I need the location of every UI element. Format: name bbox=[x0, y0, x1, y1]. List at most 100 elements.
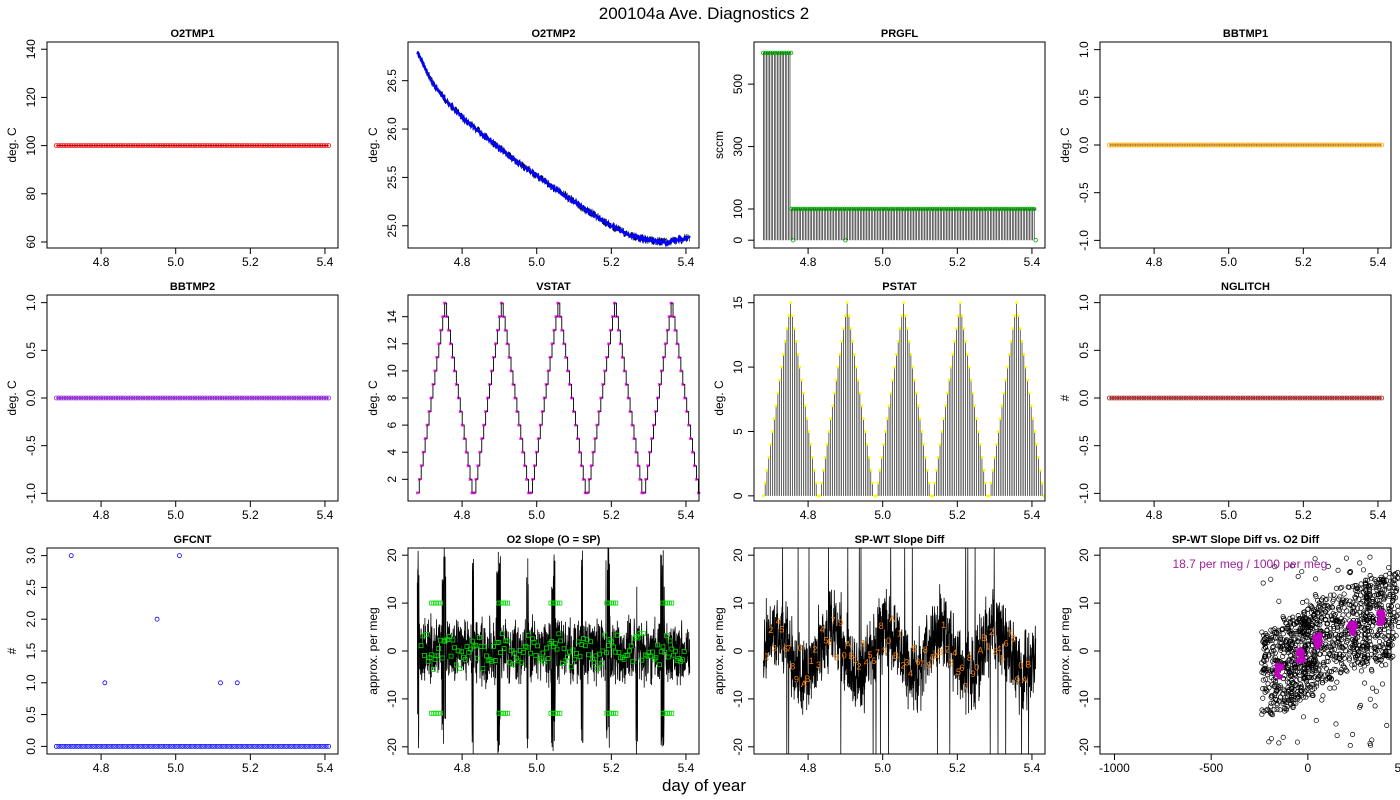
data-point bbox=[1131, 395, 1137, 401]
data-point bbox=[308, 143, 314, 149]
data-point bbox=[204, 395, 210, 401]
data-point bbox=[1366, 142, 1372, 148]
data-point bbox=[118, 395, 124, 401]
data-point bbox=[204, 143, 210, 149]
data-point bbox=[212, 395, 218, 401]
panel-title: BBTMP2 bbox=[170, 281, 215, 293]
data-point bbox=[1364, 646, 1370, 652]
data-point bbox=[1376, 395, 1382, 401]
data-point bbox=[1356, 596, 1362, 602]
data-point bbox=[862, 417, 865, 420]
data-point bbox=[294, 743, 299, 749]
data-point bbox=[1260, 686, 1266, 692]
data-point bbox=[1022, 206, 1028, 212]
data-label: 8 bbox=[790, 662, 795, 672]
data-point bbox=[58, 395, 64, 401]
x-tick-label: 5.0 bbox=[528, 255, 545, 269]
data-point bbox=[458, 410, 462, 413]
data-point bbox=[1354, 653, 1360, 659]
data-point bbox=[66, 395, 72, 401]
data-point bbox=[519, 437, 523, 441]
data-point bbox=[544, 383, 548, 386]
data-point bbox=[1266, 653, 1272, 659]
data-point bbox=[1395, 619, 1400, 626]
data-point bbox=[891, 378, 895, 382]
data-point bbox=[1327, 395, 1333, 401]
data-point bbox=[81, 143, 86, 149]
data-point bbox=[1333, 667, 1339, 673]
data-point bbox=[1325, 563, 1331, 570]
data-point bbox=[1176, 142, 1182, 148]
data-point bbox=[1233, 142, 1238, 148]
data-point bbox=[175, 143, 181, 149]
y-tick-label: 2 bbox=[385, 476, 399, 483]
data-point bbox=[1395, 608, 1400, 614]
data-point bbox=[1314, 620, 1320, 626]
data-point bbox=[449, 342, 452, 346]
data-point bbox=[1280, 142, 1286, 148]
data-point bbox=[638, 477, 642, 481]
data-point bbox=[1308, 603, 1315, 609]
x-tick-label: 4.8 bbox=[800, 255, 817, 269]
data-point bbox=[1193, 142, 1199, 148]
data-label: 7 bbox=[919, 659, 924, 669]
data-point bbox=[1353, 595, 1359, 601]
x-tick-label: 5.4 bbox=[317, 255, 334, 269]
x-tick-label: 5.2 bbox=[603, 508, 620, 522]
y-axis-label: approx. per meg bbox=[712, 607, 726, 694]
data-point bbox=[251, 395, 257, 401]
y-axis-label: sccm bbox=[712, 131, 726, 159]
data-point bbox=[1210, 142, 1216, 148]
data-point bbox=[1320, 693, 1326, 699]
data-point bbox=[669, 600, 675, 606]
data-point bbox=[496, 639, 502, 645]
data-point bbox=[1277, 635, 1283, 641]
data-point bbox=[266, 395, 272, 401]
data-point bbox=[1285, 395, 1290, 401]
data-point bbox=[1322, 395, 1328, 401]
data-point bbox=[1373, 579, 1379, 585]
data-point bbox=[1387, 642, 1393, 648]
y-tick-label: 2.0 bbox=[24, 611, 38, 628]
fit-point bbox=[1274, 665, 1281, 672]
data-point bbox=[1373, 646, 1379, 652]
data-point bbox=[1280, 643, 1286, 649]
data-point bbox=[249, 743, 255, 749]
data-point bbox=[269, 143, 275, 149]
data-label: A bbox=[801, 679, 807, 689]
data-point bbox=[123, 743, 129, 749]
data-point bbox=[1299, 621, 1306, 627]
data-point bbox=[323, 143, 329, 149]
data-point bbox=[1342, 648, 1348, 654]
data-label: 3 bbox=[816, 660, 821, 670]
data-point bbox=[492, 658, 498, 663]
data-point bbox=[1300, 714, 1307, 720]
data-point bbox=[1352, 639, 1358, 645]
data-point bbox=[618, 342, 622, 346]
data-point bbox=[197, 143, 203, 149]
data-point bbox=[665, 654, 671, 660]
data-point bbox=[1026, 378, 1029, 382]
data-point bbox=[644, 477, 648, 481]
y-axis-label: approx. per meg bbox=[1058, 607, 1072, 694]
data-point bbox=[1276, 598, 1282, 604]
data-point bbox=[1392, 582, 1398, 588]
x-tick-label: 5.0 bbox=[874, 761, 891, 775]
data-point bbox=[524, 644, 530, 650]
y-axis-label: approx. per meg bbox=[366, 607, 380, 694]
data-point bbox=[1262, 142, 1268, 148]
data-point bbox=[965, 352, 969, 356]
y-tick-label: 10 bbox=[385, 364, 399, 378]
data-point bbox=[1297, 631, 1303, 637]
data-point bbox=[598, 660, 604, 666]
data-point bbox=[661, 355, 665, 359]
data-point bbox=[1289, 639, 1295, 645]
plot-frame bbox=[46, 41, 339, 249]
data-point bbox=[446, 634, 452, 639]
data-point bbox=[434, 653, 440, 659]
data-point bbox=[1292, 142, 1298, 148]
data-point bbox=[654, 410, 657, 413]
data-point bbox=[1335, 619, 1341, 625]
panel-title: O2TMP1 bbox=[170, 28, 214, 40]
